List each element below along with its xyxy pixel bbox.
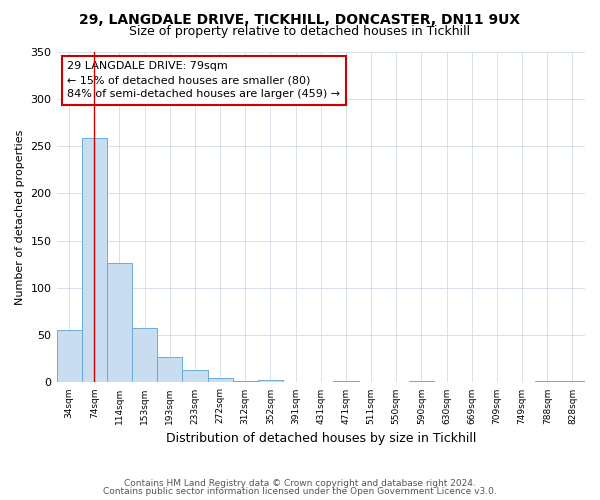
Y-axis label: Number of detached properties: Number of detached properties xyxy=(15,130,25,304)
Bar xyxy=(56,330,82,382)
Bar xyxy=(233,380,258,382)
Text: 29 LANGDALE DRIVE: 79sqm
← 15% of detached houses are smaller (80)
84% of semi-d: 29 LANGDALE DRIVE: 79sqm ← 15% of detach… xyxy=(67,62,340,100)
Text: Contains HM Land Registry data © Crown copyright and database right 2024.: Contains HM Land Registry data © Crown c… xyxy=(124,478,476,488)
X-axis label: Distribution of detached houses by size in Tickhill: Distribution of detached houses by size … xyxy=(166,432,476,445)
Bar xyxy=(334,380,359,382)
Bar xyxy=(535,380,560,382)
Bar xyxy=(107,264,132,382)
Bar xyxy=(208,378,233,382)
Text: 29, LANGDALE DRIVE, TICKHILL, DONCASTER, DN11 9UX: 29, LANGDALE DRIVE, TICKHILL, DONCASTER,… xyxy=(79,12,521,26)
Bar xyxy=(157,357,182,382)
Bar xyxy=(132,328,157,382)
Text: Contains public sector information licensed under the Open Government Licence v3: Contains public sector information licen… xyxy=(103,487,497,496)
Bar xyxy=(82,138,107,382)
Bar xyxy=(182,370,208,382)
Text: Size of property relative to detached houses in Tickhill: Size of property relative to detached ho… xyxy=(130,25,470,38)
Bar xyxy=(258,380,283,382)
